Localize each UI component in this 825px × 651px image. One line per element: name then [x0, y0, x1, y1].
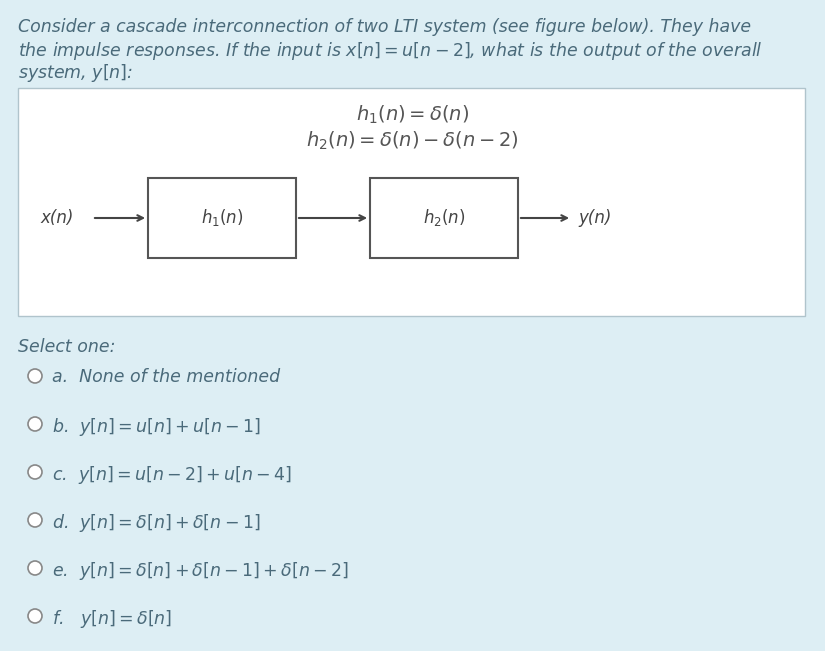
- Text: $h_2(n)$: $h_2(n)$: [422, 208, 465, 229]
- Text: c.  $y[n] = u[n-2] + u[n-4]$: c. $y[n] = u[n-2] + u[n-4]$: [52, 464, 292, 486]
- Text: f.   $y[n] = \delta[n]$: f. $y[n] = \delta[n]$: [52, 608, 172, 630]
- Bar: [370, 178, 518, 258]
- Text: x(n): x(n): [40, 209, 73, 227]
- Text: system, $y[n]$:: system, $y[n]$:: [18, 62, 133, 84]
- Bar: [18, 88, 805, 316]
- Circle shape: [28, 369, 42, 383]
- Circle shape: [28, 561, 42, 575]
- Text: a.  None of the mentioned: a. None of the mentioned: [52, 368, 280, 386]
- Circle shape: [28, 465, 42, 479]
- Text: Consider a cascade interconnection of two LTI system (see figure below). They ha: Consider a cascade interconnection of tw…: [18, 18, 751, 36]
- Text: y(n): y(n): [578, 209, 611, 227]
- Text: e.  $y[n] = \delta[n] + \delta[n-1] + \delta[n-2]$: e. $y[n] = \delta[n] + \delta[n-1] + \de…: [52, 560, 349, 582]
- Text: $h_1(n)$: $h_1(n)$: [200, 208, 243, 229]
- Circle shape: [28, 513, 42, 527]
- Circle shape: [28, 609, 42, 623]
- Text: the impulse responses. If the input is $x[n] = u[n-2]$, what is the output of th: the impulse responses. If the input is $…: [18, 40, 762, 62]
- Text: d.  $y[n] = \delta[n] + \delta[n-1]$: d. $y[n] = \delta[n] + \delta[n-1]$: [52, 512, 261, 534]
- Text: $h_1(n) = \delta(n)$: $h_1(n) = \delta(n)$: [356, 104, 469, 126]
- Text: $h_2(n) = \delta(n) - \delta(n-2)$: $h_2(n) = \delta(n) - \delta(n-2)$: [305, 130, 518, 152]
- Text: Select one:: Select one:: [18, 338, 116, 356]
- Circle shape: [28, 417, 42, 431]
- Text: b.  $y[n] = u[n] + u[n-1]$: b. $y[n] = u[n] + u[n-1]$: [52, 416, 262, 438]
- Bar: [148, 178, 296, 258]
